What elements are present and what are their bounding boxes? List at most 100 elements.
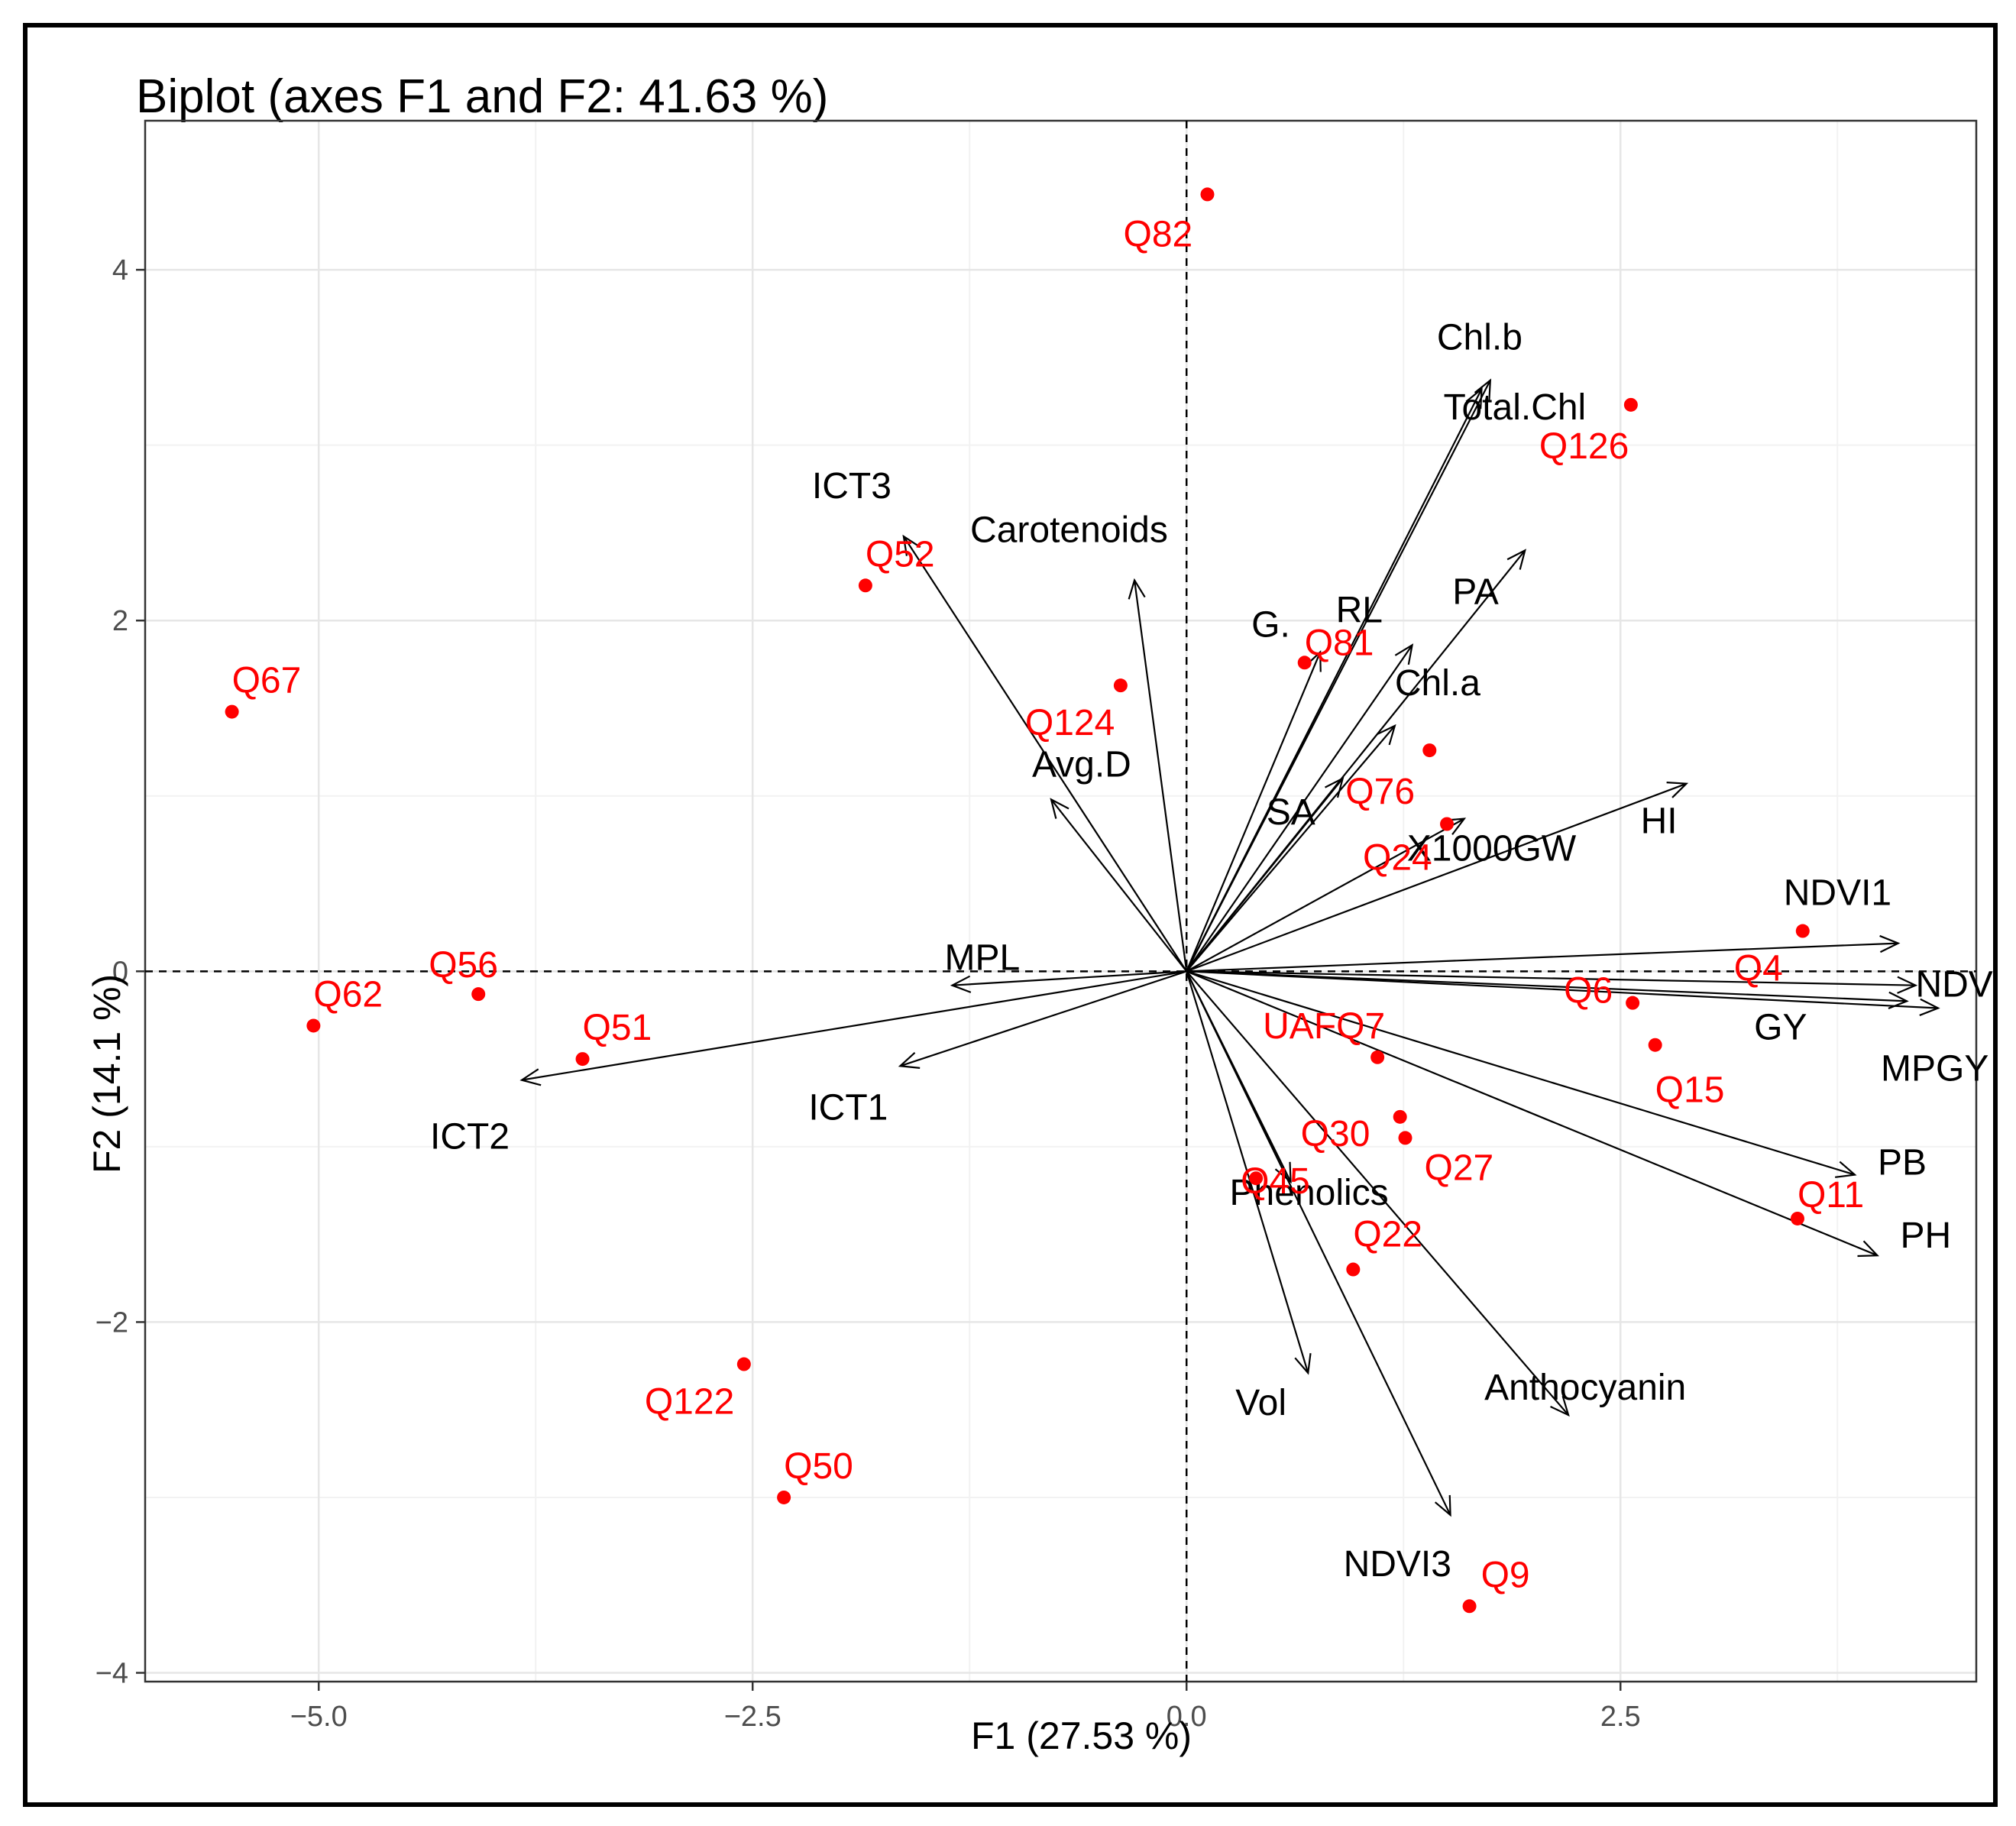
data-point [1626, 996, 1640, 1010]
vector-ndvi2 [1186, 970, 1916, 986]
vector-label: MPGY [1881, 1049, 1988, 1089]
point-label: Q62 [313, 974, 383, 1015]
y-tick-label: 2 [112, 605, 128, 637]
vector-label: Avg.D [1032, 744, 1131, 785]
data-point [1200, 187, 1215, 202]
point-label: Q45 [1241, 1161, 1310, 1202]
point-label: Q27 [1424, 1148, 1493, 1188]
y-tick-label: −2 [95, 1306, 128, 1339]
data-point [1297, 656, 1312, 670]
vector-arrowhead [1506, 549, 1526, 570]
data-point [1393, 1109, 1407, 1124]
vector-arrowhead [902, 534, 921, 556]
x-tick-label: 2.5 [1600, 1701, 1641, 1733]
point-label: Q126 [1539, 426, 1629, 467]
vector-avg-d [1050, 798, 1188, 973]
vector-gy [1186, 970, 1908, 1002]
vector-label: ICT3 [812, 466, 892, 507]
vector-mpgy [1186, 970, 1939, 1009]
vector-label: NDVI2 [1915, 965, 1995, 1005]
vector-label: NDVI1 [1784, 873, 1891, 914]
vector-label: Total.Chl [1443, 387, 1586, 428]
point-label: UAFQ7 [1263, 1006, 1385, 1047]
data-point [736, 1357, 751, 1371]
data-point [471, 987, 486, 1002]
vector-arrowhead [1857, 1240, 1879, 1258]
vector-label: NDVI3 [1344, 1544, 1451, 1585]
point-label: Q9 [1481, 1555, 1530, 1595]
vector-label: Carotenoids [970, 510, 1168, 550]
point-label: Q76 [1345, 772, 1415, 812]
vector-arrowhead [1394, 643, 1414, 665]
data-point [1346, 1262, 1361, 1277]
vector-arrowhead [1050, 798, 1069, 819]
vector-label: HI [1641, 801, 1678, 842]
data-point [225, 704, 239, 719]
point-label: Q82 [1123, 214, 1192, 254]
data-point [1648, 1038, 1662, 1052]
vector-label: PH [1900, 1216, 1951, 1256]
data-point [1440, 817, 1455, 831]
plot-panel-border [144, 119, 1978, 1683]
vector-total-chl [1186, 388, 1483, 972]
vector-ict3 [902, 536, 1188, 972]
vector-arrowhead [1465, 387, 1483, 410]
vector-arrowhead [898, 1051, 921, 1069]
chart-title: Biplot (axes F1 and F2: 41.63 %) [136, 70, 829, 123]
point-label: Q56 [429, 945, 498, 986]
point-label: Q11 [1798, 1175, 1864, 1216]
x-tick-label: 0.0 [1167, 1701, 1207, 1733]
vector-chl-a [1186, 725, 1396, 973]
vector-arrowhead [1325, 776, 1345, 798]
vector-arrowhead [1274, 1161, 1292, 1184]
point-label: Q122 [645, 1382, 734, 1423]
y-axis-title: F2 (14.1 %) [86, 973, 128, 1174]
vector-label: RL [1336, 590, 1383, 630]
vector-label: Anthocyanin [1484, 1368, 1686, 1408]
vector-arrowhead [1474, 378, 1492, 400]
vector-arrowhead [1919, 998, 1940, 1016]
data-point [306, 1018, 321, 1033]
point-label: Q67 [232, 661, 302, 701]
y-tick-label: 4 [112, 254, 128, 287]
vector-pb [1186, 970, 1856, 1176]
x-tick-label: −5.0 [290, 1701, 348, 1733]
figure-frame: Biplot (axes F1 and F2: 41.63 %) −5.0 −2.… [23, 23, 1998, 1807]
vector-arrowhead [1879, 934, 1901, 953]
data-point [1422, 743, 1437, 758]
vector-vol [1186, 971, 1309, 1374]
point-label: Q50 [784, 1446, 853, 1487]
y-tick-label: −4 [95, 1658, 128, 1690]
vector-label: PA [1452, 571, 1498, 612]
vector-arrowhead [1434, 1494, 1451, 1517]
point-label: Q124 [1025, 703, 1115, 743]
vector-label: ICT2 [430, 1117, 510, 1157]
vector-sa [1186, 778, 1344, 973]
data-point [777, 1490, 791, 1504]
data-point [575, 1052, 590, 1067]
data-point [1795, 924, 1810, 938]
vector-carotenoids [1133, 580, 1188, 972]
point-label: Q15 [1655, 1070, 1725, 1111]
vector-label: MPL [944, 938, 1020, 979]
x-tick-label: −2.5 [724, 1701, 781, 1733]
vector-label: Vol [1235, 1383, 1286, 1423]
vector-arrowhead [950, 975, 972, 993]
vector-arrowhead [519, 1068, 542, 1086]
point-label: Q4 [1734, 949, 1783, 989]
vector-ndvi3 [1186, 970, 1451, 1516]
data-point [1790, 1211, 1804, 1225]
vector-mpl [952, 970, 1187, 986]
point-label: Q30 [1301, 1114, 1370, 1154]
vector-arrowhead [1128, 578, 1146, 600]
vector-arrowhead [1666, 782, 1689, 798]
vector-label: X1000GW [1407, 829, 1577, 869]
vector-ndvi1 [1186, 942, 1898, 973]
vector-label: Chl.b [1437, 318, 1523, 358]
data-point [1462, 1599, 1477, 1614]
data-point [1370, 1050, 1385, 1064]
point-label: Q81 [1305, 623, 1374, 663]
vector-label: PB [1878, 1143, 1927, 1183]
vector-arrowhead [1550, 1395, 1570, 1417]
vector-label: GY [1754, 1007, 1807, 1047]
